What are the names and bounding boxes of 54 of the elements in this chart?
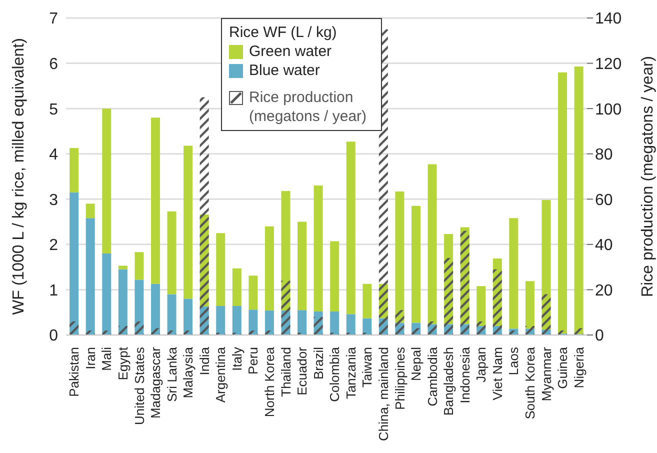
x-tick-label: Sri Lanka [164, 346, 180, 402]
x-tick-label: Philippines [392, 346, 408, 410]
x-tick-label: Brazil [310, 346, 326, 380]
y-tick-label: 3 [49, 192, 58, 209]
legend-title: Rice WF (L / kg) [229, 23, 338, 42]
x-tick-label: Ecuador [294, 346, 310, 396]
x-tick-label: Cambodia [424, 346, 440, 406]
x-tick-label: Mali [99, 346, 114, 371]
x-tick-label: Nigeria [571, 346, 586, 388]
x-tick-label: Italy [229, 346, 244, 371]
legend-label: Green water [249, 42, 332, 61]
x-tick-label: Argentina [213, 346, 228, 403]
x-tick-label: India [196, 346, 212, 376]
y2-tick-label: 40 [595, 237, 613, 254]
y2-tick-label: 80 [595, 146, 613, 164]
x-tick-label: Nepal [408, 346, 424, 381]
y2-tick-label: 60 [595, 192, 613, 209]
series-label: Rice production (megatons / year) [249, 88, 368, 126]
x-tick-label: United States [132, 346, 147, 426]
y2-tick-label: 20 [595, 282, 613, 300]
x-tick-label: Bangladesh [441, 347, 456, 416]
x-tick-label: Japan [474, 347, 489, 382]
x-tick-label: Colombia [327, 346, 342, 402]
x-tick-label: China, mainland [376, 347, 391, 441]
x-tick-label: Laos [506, 346, 522, 376]
x-tick-label: Guinea [555, 346, 570, 389]
y-axis-title: WF (1000 L / kg rice, milled equivalent) [10, 38, 28, 315]
x-tick-label: Thailand [278, 347, 294, 397]
y-tick-label: 2 [49, 237, 58, 254]
y2-tick-label: 0 [595, 328, 604, 345]
y-tick-label: 0 [49, 328, 58, 345]
x-tick-label: North Korea [262, 346, 278, 418]
y-tick-label: 7 [49, 10, 58, 28]
y2-tick-label: 120 [595, 56, 622, 73]
x-tick-label: Indonesia [457, 346, 472, 404]
x-tick-label: Viet Nam [490, 347, 505, 400]
x-tick-label: Peru [246, 347, 261, 374]
x-tick-label: Iran [82, 347, 98, 370]
x-tick-label: South Korea [522, 346, 538, 420]
y-tick-label: 4 [49, 146, 58, 164]
x-tick-label: Tanzania [343, 346, 358, 400]
y-tick-label: 1 [49, 282, 58, 300]
y2-axis-title: Rice production (megatons / year) [640, 56, 657, 297]
legend-label: Blue water [249, 61, 320, 80]
x-tick-label: Pakistan [66, 347, 82, 397]
x-tick-label: Taiwan [360, 347, 375, 388]
x-tick-label: Egypt [115, 346, 130, 380]
y-tick-label: 6 [49, 56, 58, 73]
y2-tick-label: 140 [595, 10, 622, 28]
y-tick-label: 5 [49, 101, 58, 118]
x-tick-label: Myanmar [538, 346, 554, 402]
y2-tick-label: 100 [595, 101, 622, 118]
x-tick-label: Malaysia [180, 346, 196, 398]
x-tick-label: Madagascar [148, 346, 164, 419]
